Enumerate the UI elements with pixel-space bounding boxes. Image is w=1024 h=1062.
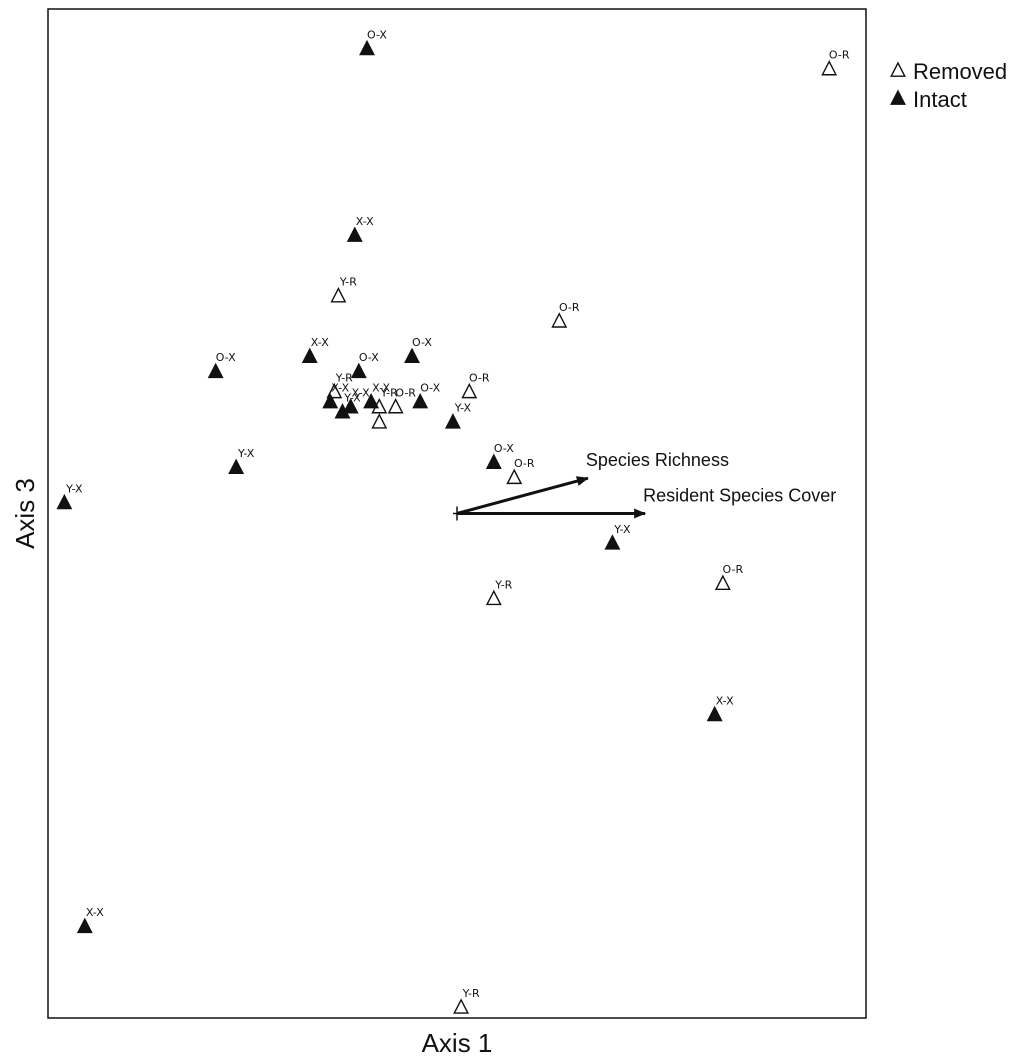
removed-point-4 bbox=[326, 382, 343, 399]
intact-point-13 bbox=[228, 458, 245, 474]
removed-point-11 bbox=[714, 574, 731, 591]
intact-point-3 bbox=[301, 347, 318, 364]
removed-point-8 bbox=[461, 382, 478, 399]
intact-point-10 bbox=[363, 392, 380, 409]
removed-point-label-11: O-R bbox=[723, 563, 744, 576]
removed-point-label-9: O-R bbox=[514, 457, 535, 470]
intact-point-11 bbox=[412, 392, 429, 409]
removed-point-label-1: O-R bbox=[829, 49, 850, 62]
removed-point-label-5: Y-R bbox=[380, 387, 398, 400]
intact-point-9 bbox=[342, 398, 359, 414]
intact-point-6 bbox=[207, 362, 224, 379]
legend-marker-2 bbox=[890, 89, 906, 105]
intact-point-17 bbox=[706, 705, 723, 722]
intact-point-label-12: Y-X bbox=[454, 402, 472, 415]
intact-point-15 bbox=[485, 453, 502, 469]
intact-point-label-18: X-X bbox=[86, 906, 104, 919]
removed-point-9 bbox=[506, 468, 523, 485]
removed-point-7 bbox=[371, 413, 388, 429]
removed-point-3 bbox=[551, 312, 568, 328]
intact-point-label-4: O-X bbox=[359, 351, 379, 364]
intact-point-label-2: X-X bbox=[356, 215, 374, 228]
intact-point-label-1: O-X bbox=[367, 28, 387, 41]
intact-point-label-10: X-X bbox=[372, 382, 390, 395]
removed-point-6 bbox=[387, 398, 404, 414]
y-axis-title: Axis 3 bbox=[10, 478, 40, 549]
removed-point-2 bbox=[330, 287, 347, 303]
intact-point-label-16: Y-X bbox=[613, 523, 631, 536]
intact-point-16 bbox=[604, 534, 621, 550]
intact-point-label-11: O-X bbox=[420, 382, 440, 395]
intact-point-12 bbox=[444, 413, 461, 429]
removed-point-12 bbox=[453, 998, 470, 1014]
intact-point-14 bbox=[56, 493, 73, 510]
removed-point-label-10: Y-R bbox=[494, 578, 512, 591]
vectors-layer: Species Richness Resident Species Cover bbox=[453, 450, 836, 521]
intact-point-2 bbox=[346, 226, 363, 242]
x-axis-title: Axis 1 bbox=[422, 1028, 493, 1058]
legend-marker-1 bbox=[890, 61, 906, 77]
removed-point-label-4: Y-R bbox=[335, 371, 353, 384]
vector-label-2: Resident Species Cover bbox=[643, 486, 836, 506]
intact-point-label-3: X-X bbox=[311, 336, 329, 349]
legend-label-1: Removed bbox=[913, 59, 1007, 84]
intact-point-1 bbox=[359, 39, 375, 56]
intact-point-label-8: Y-X bbox=[343, 392, 361, 405]
intact-point-label-14: Y-X bbox=[65, 482, 83, 495]
intact-point-label-17: X-X bbox=[716, 694, 734, 707]
legend-label-2: Intact bbox=[913, 87, 967, 112]
removed-point-label-2: Y-R bbox=[339, 276, 357, 289]
intact-point-5 bbox=[404, 347, 420, 364]
intact-point-4 bbox=[350, 362, 367, 379]
removed-point-label-12: Y-R bbox=[462, 987, 480, 1000]
intact-point-label-13: Y-X bbox=[237, 447, 255, 460]
plot-frame bbox=[47, 8, 867, 1019]
vector-label-1: Species Richness bbox=[586, 450, 729, 470]
intact-point-label-5: O-X bbox=[412, 336, 432, 349]
intact-point-label-7: X-X bbox=[331, 382, 349, 395]
points-layer: O-RY-RO-RY-RY-RO-RO-RO-RY-RO-RY-RO-XX-XX… bbox=[56, 28, 850, 1014]
intact-point-label-6: O-X bbox=[216, 351, 236, 364]
intact-point-7 bbox=[322, 392, 339, 409]
intact-point-label-15: O-X bbox=[494, 442, 514, 455]
removed-point-label-6: O-R bbox=[395, 387, 416, 400]
intact-point-label-9: X-X bbox=[352, 387, 370, 400]
removed-point-label-3: O-R bbox=[559, 301, 580, 314]
removed-point-1 bbox=[821, 60, 838, 76]
vector-arrow-1 bbox=[456, 476, 589, 515]
intact-point-18 bbox=[76, 917, 93, 934]
removed-point-10 bbox=[485, 589, 502, 606]
removed-point-label-8: O-R bbox=[469, 371, 490, 384]
legend: Removed Intact bbox=[890, 59, 1007, 112]
